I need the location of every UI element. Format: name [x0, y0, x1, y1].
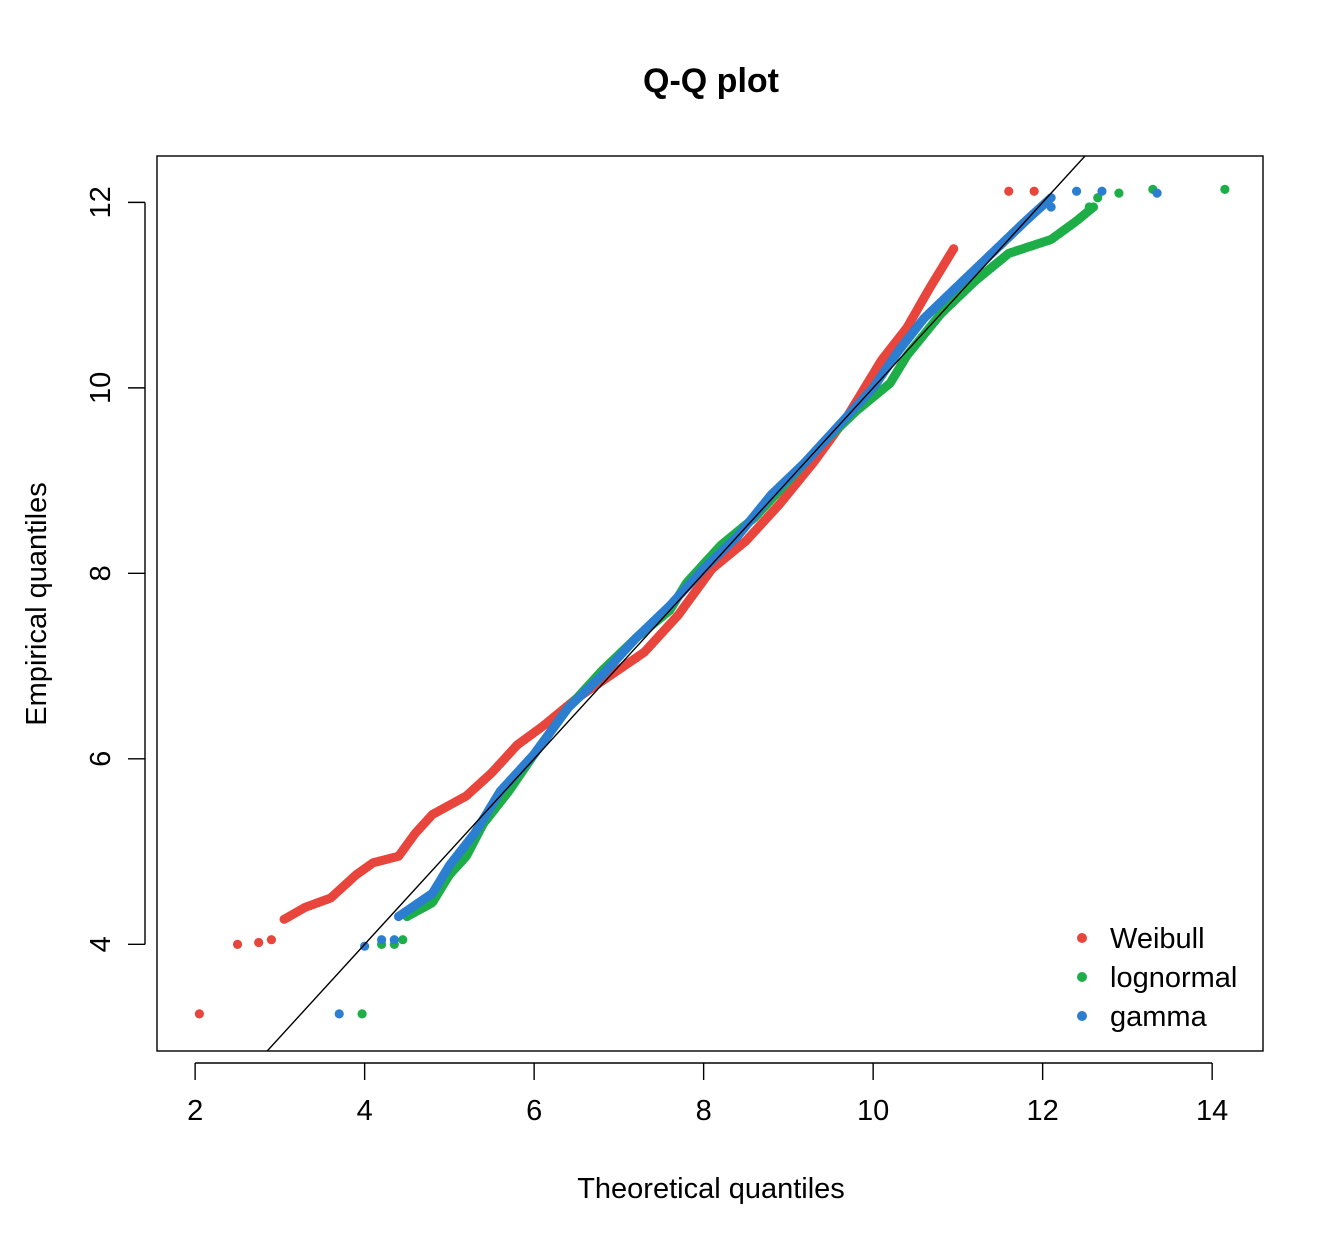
data-point [1046, 202, 1056, 212]
series-gamma [334, 186, 1162, 1019]
series-lognormal [357, 184, 1230, 1019]
legend-marker-weibull [1077, 933, 1087, 943]
data-point [1004, 186, 1014, 196]
legend-label-weibull: Weibull [1110, 923, 1205, 955]
y-tick-label: 4 [85, 936, 117, 952]
data-point [254, 937, 264, 948]
data-point [360, 941, 370, 951]
y-tick-label: 10 [85, 372, 117, 404]
legend: Weibull lognormal gamma [1077, 923, 1237, 1033]
data-point [1097, 186, 1107, 196]
reference-line [266, 156, 1086, 1051]
legend-marker-lognormal [1077, 972, 1087, 982]
x-axis-label: Theoretical quantiles [577, 1173, 845, 1205]
x-tick-label: 2 [187, 1095, 203, 1127]
plot-frame [156, 155, 1264, 1052]
data-point [1071, 186, 1082, 196]
data-point [357, 1009, 367, 1019]
data-point [1114, 188, 1124, 198]
data-point [389, 935, 399, 945]
y-axis-label: Empirical quantiles [21, 482, 53, 725]
points-layer [194, 184, 1230, 1019]
legend-marker-gamma [1077, 1011, 1087, 1021]
legend-label-lognormal: lognormal [1110, 962, 1237, 994]
chart-title: Q-Q plot [643, 62, 779, 100]
y-tick-label: 8 [85, 565, 117, 581]
x-tick-label: 6 [526, 1095, 542, 1127]
data-point [1046, 193, 1056, 203]
x-tick-label: 8 [696, 1095, 712, 1127]
data-point [398, 935, 408, 945]
x-tick-label: 12 [1027, 1095, 1059, 1127]
data-point [194, 1009, 204, 1019]
data-point [1029, 186, 1039, 196]
legend-label-gamma: gamma [1110, 1001, 1208, 1033]
data-point [949, 244, 959, 254]
x-tick-label: 14 [1196, 1095, 1228, 1127]
x-tick-label: 4 [357, 1095, 373, 1127]
data-point [376, 935, 387, 945]
data-point [334, 1009, 344, 1019]
data-point [1084, 202, 1094, 212]
data-point [1152, 188, 1162, 198]
data-point [266, 935, 277, 945]
x-tick-label: 10 [857, 1095, 889, 1127]
series-weibull [194, 186, 1039, 1019]
y-tick-label: 6 [85, 751, 117, 767]
data-point [1220, 184, 1230, 194]
data-point [1093, 193, 1103, 203]
data-point [232, 939, 243, 949]
plot-area: 2 4 6 8 10 12 14 4 6 8 10 12 [85, 155, 1264, 1127]
y-tick-label: 12 [85, 186, 117, 218]
